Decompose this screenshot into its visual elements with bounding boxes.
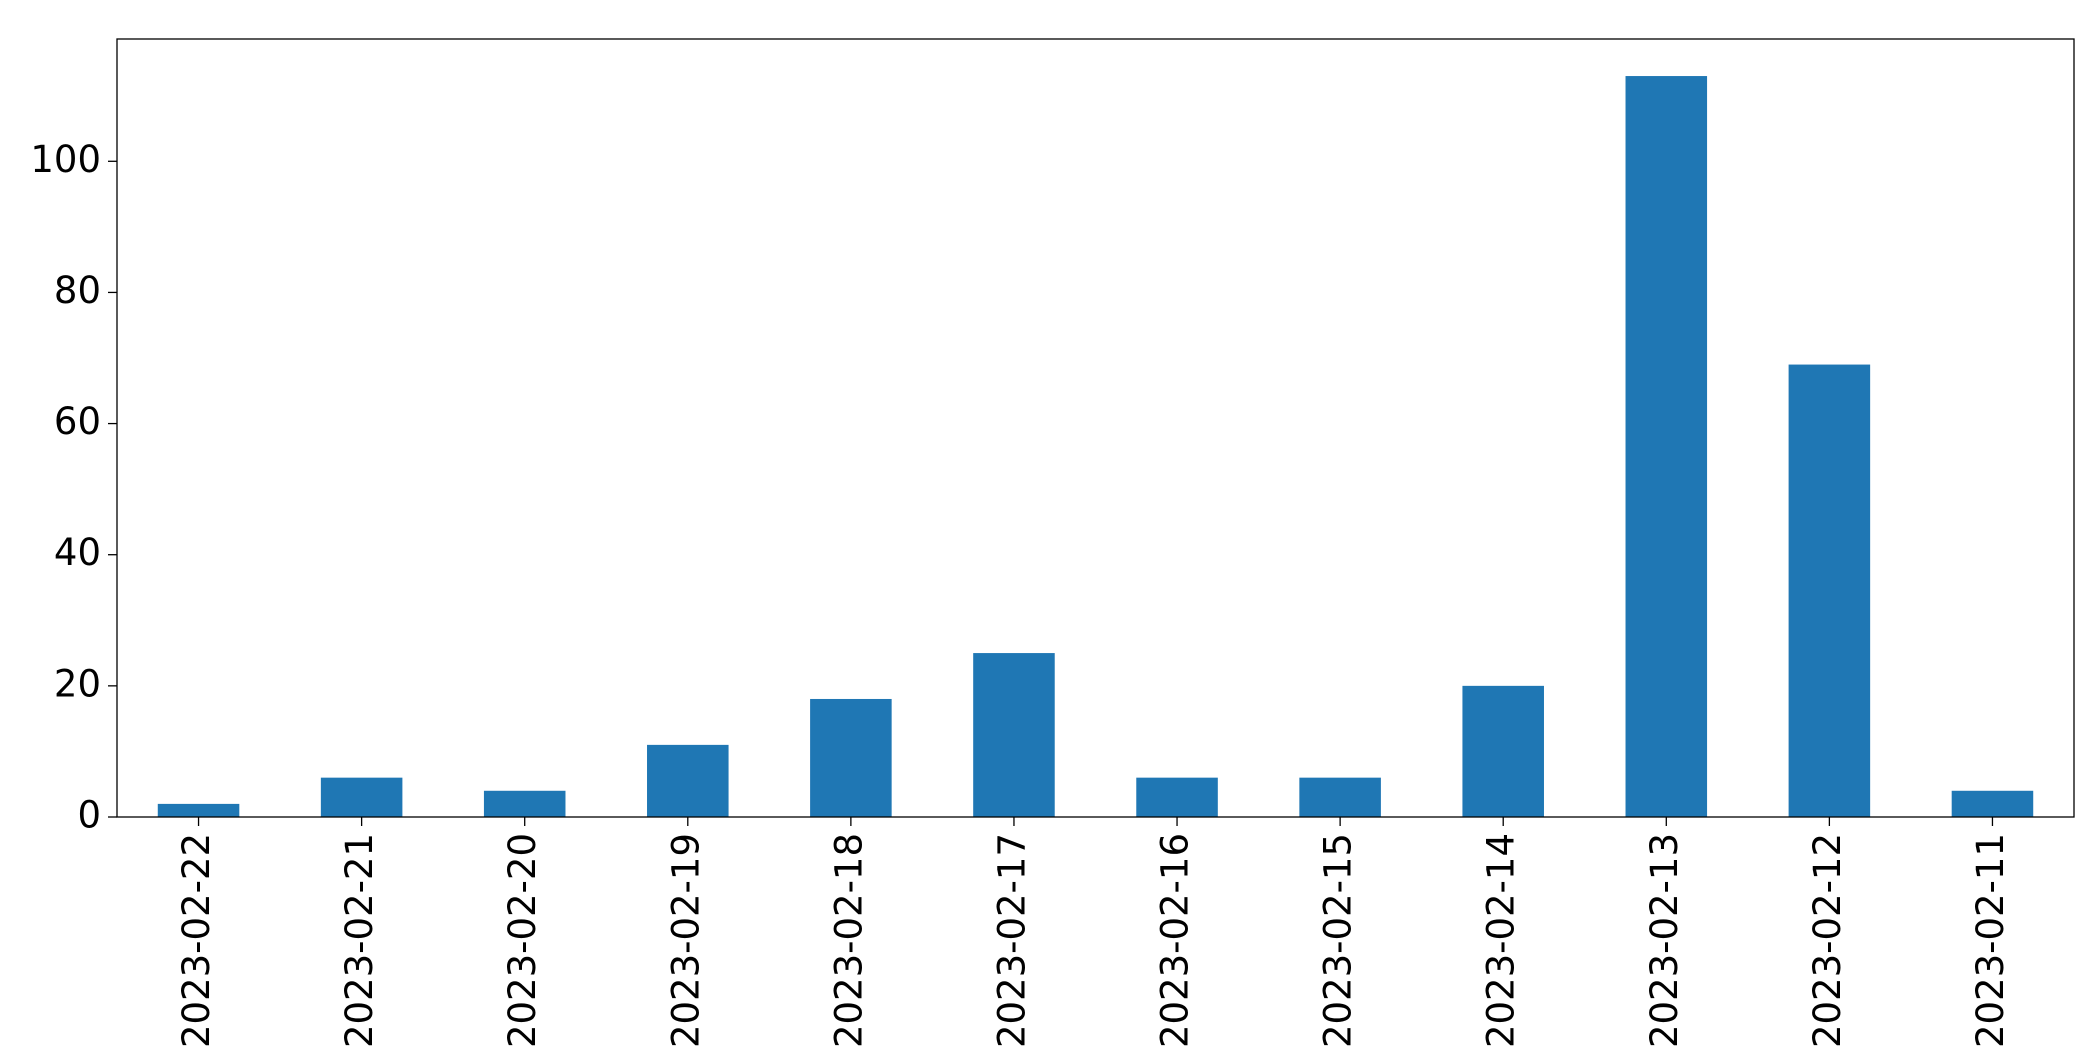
bar (1951, 790, 2034, 817)
y-tick-label: 20 (54, 662, 101, 705)
bar (1136, 777, 1218, 817)
bar (1462, 685, 1544, 817)
x-tick-label: 2023-02-19 (664, 833, 707, 1048)
x-tick-label: 2023-02-14 (1480, 833, 1523, 1048)
x-tick-label: 2023-02-16 (1154, 833, 1197, 1048)
x-tick-label: 2023-02-13 (1643, 833, 1686, 1048)
x-tick-label: 2023-02-22 (175, 833, 218, 1048)
y-tick-label: 60 (54, 400, 101, 443)
x-tick-label: 2023-02-21 (338, 833, 381, 1048)
y-tick-label: 40 (54, 531, 101, 574)
bar (1299, 777, 1381, 817)
x-tick-label: 2023-02-18 (827, 833, 870, 1048)
bar (483, 790, 566, 817)
plot-frame (116, 38, 2075, 818)
bar (1625, 76, 1708, 818)
bar (157, 803, 240, 817)
x-tick-label: 2023-02-20 (501, 833, 544, 1048)
y-tick-label: 100 (30, 138, 101, 181)
bar (647, 744, 729, 817)
x-tick-label: 2023-02-15 (1317, 833, 1360, 1048)
x-tick-label: 2023-02-11 (1969, 833, 2012, 1048)
bar (810, 698, 892, 817)
y-tick-label: 0 (77, 794, 101, 837)
x-tick-label: 2023-02-12 (1806, 833, 1849, 1048)
x-tick-label: 2023-02-17 (990, 833, 1033, 1048)
bar (320, 777, 403, 817)
y-tick-label: 80 (54, 269, 101, 312)
bar (973, 653, 1055, 817)
bar (1788, 364, 1871, 817)
